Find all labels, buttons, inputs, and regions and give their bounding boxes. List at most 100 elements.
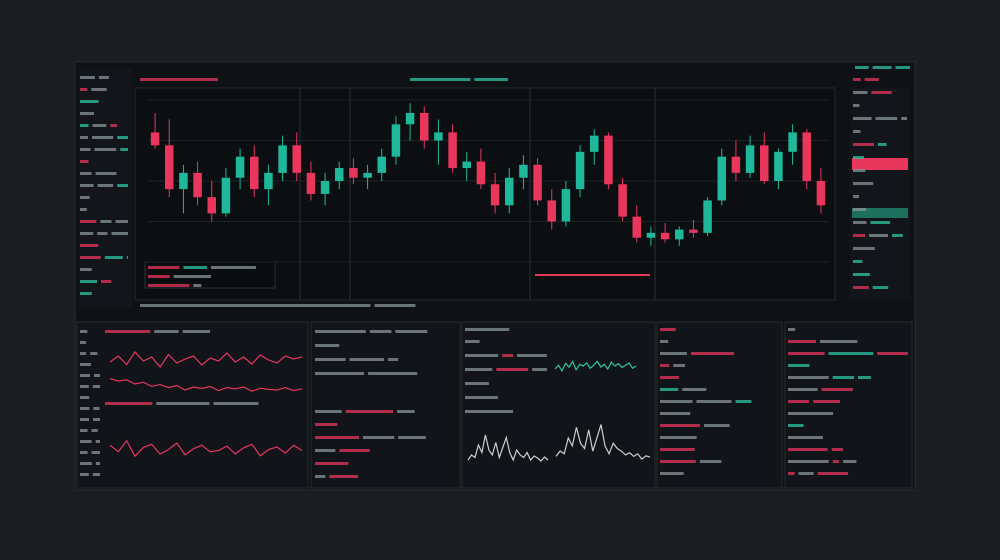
text-blur bbox=[660, 412, 691, 415]
text-blur bbox=[872, 286, 889, 289]
candle-body bbox=[731, 156, 741, 173]
text-blur bbox=[94, 148, 117, 151]
text-blur bbox=[173, 275, 211, 278]
text-blur bbox=[80, 429, 88, 432]
text-blur bbox=[788, 400, 810, 403]
candle-body bbox=[363, 172, 372, 178]
text-blur bbox=[115, 220, 128, 223]
text-blur bbox=[690, 352, 735, 355]
text-blur bbox=[105, 402, 153, 405]
candle-body bbox=[490, 184, 500, 206]
text-blur bbox=[832, 376, 855, 379]
text-blur bbox=[140, 78, 218, 81]
text-blur bbox=[853, 117, 872, 120]
text-blur bbox=[100, 220, 112, 223]
text-blur bbox=[126, 256, 128, 259]
text-blur bbox=[875, 117, 898, 120]
text-blur bbox=[788, 472, 795, 475]
candle-body bbox=[788, 132, 797, 152]
text-blur bbox=[532, 368, 547, 371]
text-blur bbox=[855, 66, 869, 69]
text-blur bbox=[80, 418, 90, 421]
right-sidebar bbox=[850, 88, 910, 300]
text-blur bbox=[315, 358, 346, 361]
text-blur bbox=[877, 352, 908, 355]
candle-body bbox=[292, 145, 301, 173]
text-blur bbox=[410, 78, 471, 81]
text-blur bbox=[660, 388, 679, 391]
text-blur bbox=[660, 352, 687, 355]
text-blur bbox=[315, 423, 338, 426]
text-blur bbox=[699, 460, 722, 463]
candle-body bbox=[193, 172, 202, 198]
candle-body bbox=[802, 132, 811, 181]
text-blur bbox=[788, 460, 829, 463]
panel bbox=[461, 321, 656, 489]
candle-body bbox=[505, 177, 514, 206]
text-blur bbox=[345, 410, 394, 413]
candle-body bbox=[420, 112, 429, 141]
candle-body bbox=[278, 145, 287, 173]
candle-body bbox=[575, 151, 585, 190]
text-blur bbox=[853, 273, 870, 276]
text-blur bbox=[80, 374, 90, 377]
text-blur bbox=[788, 328, 796, 331]
text-blur bbox=[660, 400, 693, 403]
text-blur bbox=[92, 473, 100, 476]
text-blur bbox=[895, 66, 910, 69]
text-blur bbox=[80, 385, 89, 388]
candle-body bbox=[165, 145, 174, 190]
text-blur bbox=[315, 449, 336, 452]
text-blur bbox=[339, 449, 370, 452]
text-blur bbox=[95, 462, 100, 465]
text-blur bbox=[388, 358, 399, 361]
text-blur bbox=[853, 234, 866, 237]
text-blur bbox=[788, 388, 818, 391]
text-blur bbox=[80, 352, 87, 355]
text-blur bbox=[80, 136, 88, 139]
text-blur bbox=[80, 280, 97, 283]
text-blur bbox=[95, 440, 100, 443]
text-blur bbox=[696, 400, 732, 403]
text-blur bbox=[93, 407, 100, 410]
text-blur bbox=[156, 402, 210, 405]
text-blur bbox=[91, 88, 107, 91]
text-blur bbox=[90, 352, 98, 355]
text-blur bbox=[193, 284, 202, 287]
candle-body bbox=[632, 216, 641, 238]
text-blur bbox=[813, 400, 840, 403]
text-blur bbox=[660, 472, 684, 475]
text-blur bbox=[93, 374, 100, 377]
text-blur bbox=[788, 424, 804, 427]
text-blur bbox=[80, 148, 91, 151]
text-blur bbox=[788, 376, 829, 379]
text-blur bbox=[465, 368, 493, 371]
text-blur bbox=[120, 148, 128, 151]
text-blur bbox=[92, 385, 100, 388]
text-blur bbox=[465, 340, 480, 343]
highlight-row bbox=[852, 208, 908, 218]
text-blur bbox=[397, 410, 415, 413]
text-blur bbox=[80, 256, 101, 259]
text-blur bbox=[105, 330, 151, 333]
text-blur bbox=[901, 117, 907, 120]
text-blur bbox=[858, 376, 871, 379]
text-blur bbox=[95, 172, 117, 175]
text-blur bbox=[853, 169, 866, 172]
line-series bbox=[467, 434, 549, 462]
text-blur bbox=[369, 330, 392, 333]
text-blur bbox=[870, 221, 891, 224]
text-blur bbox=[853, 247, 875, 250]
text-blur bbox=[465, 396, 498, 399]
text-blur bbox=[788, 352, 825, 355]
text-blur bbox=[465, 382, 489, 385]
text-blur bbox=[853, 286, 869, 289]
text-blur bbox=[788, 448, 828, 451]
candle-body bbox=[221, 177, 231, 214]
text-blur bbox=[213, 402, 259, 405]
text-blur bbox=[80, 341, 87, 344]
text-blur bbox=[853, 260, 863, 263]
candle-body bbox=[689, 229, 698, 233]
candle-body bbox=[547, 200, 556, 222]
text-blur bbox=[398, 436, 426, 439]
